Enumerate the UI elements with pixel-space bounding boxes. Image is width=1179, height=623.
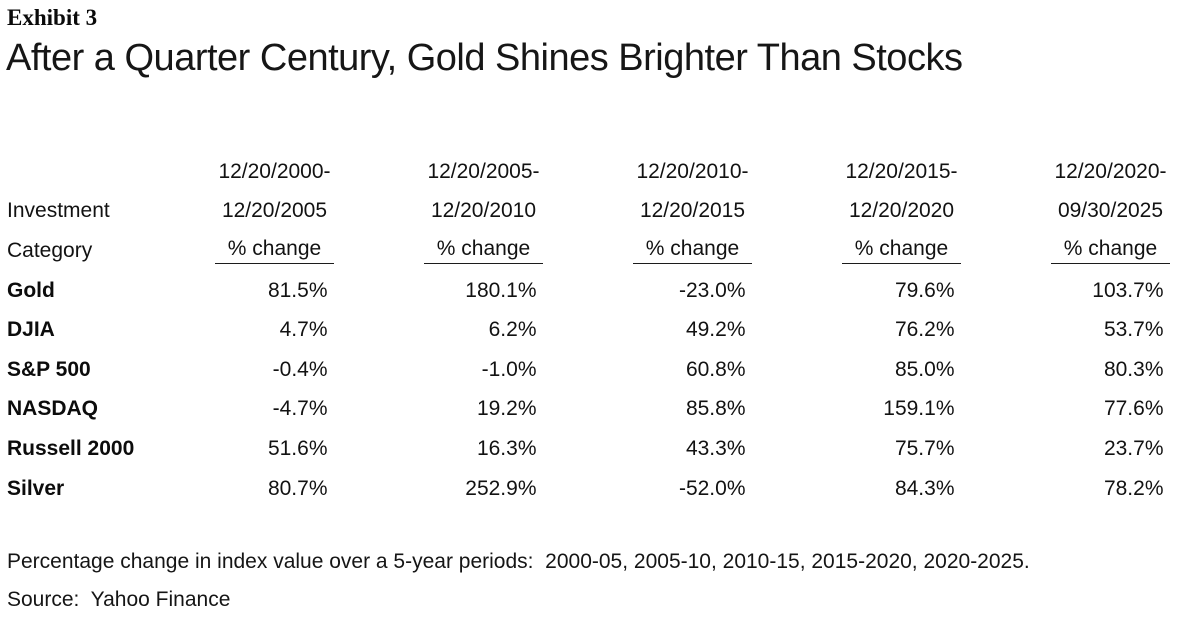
- pct-change-label: % change: [423, 237, 544, 265]
- pct-change-header: % change: [1006, 231, 1179, 271]
- value-cell: 80.7%: [267, 476, 328, 500]
- period-start: 12/20/2010-: [636, 159, 749, 183]
- pct-change-header: % change: [797, 231, 1006, 271]
- exhibit-label: Exhibit 3: [7, 5, 98, 30]
- period-start: 12/20/2005-: [427, 159, 540, 183]
- value-cell: 85.8%: [685, 397, 746, 421]
- period-start: 12/20/2015-: [845, 159, 958, 183]
- value-cell: 53.7%: [1103, 318, 1164, 342]
- value-cell: 4.7%: [279, 318, 328, 342]
- value-cell: 75.7%: [894, 436, 955, 460]
- period-start: 12/20/2020-: [1054, 159, 1167, 183]
- value-cell: 6.2%: [488, 318, 537, 342]
- value-cell: -4.7%: [272, 397, 328, 421]
- row-header-line1: Investment: [7, 199, 110, 223]
- value-cell: 159.1%: [883, 397, 955, 421]
- pct-change-header: % change: [379, 231, 588, 271]
- value-cell: 84.3%: [894, 476, 955, 500]
- pct-change-label: % change: [632, 237, 753, 265]
- value-cell: 78.2%: [1103, 476, 1164, 500]
- value-cell: 76.2%: [894, 318, 955, 342]
- row-label-sp500: S&P 500: [7, 357, 91, 381]
- value-cell: 43.3%: [685, 436, 746, 460]
- value-cell: 85.0%: [894, 357, 955, 381]
- value-cell: -0.4%: [272, 357, 328, 381]
- value-cell: -23.0%: [678, 278, 746, 302]
- value-cell: 252.9%: [465, 476, 537, 500]
- period-end: 12/20/2005: [221, 199, 328, 223]
- pct-change-header: % change: [170, 231, 379, 271]
- row-header-line2: Category: [7, 238, 93, 262]
- period-end: 12/20/2020: [848, 199, 955, 223]
- value-cell: 79.6%: [894, 278, 955, 302]
- performance-table: 12/20/2000- 12/20/2005- 12/20/2010- 12/2…: [7, 152, 1179, 508]
- value-cell: 49.2%: [685, 318, 746, 342]
- row-label-djia: DJIA: [7, 318, 55, 342]
- pct-change-header: % change: [588, 231, 797, 271]
- period-end: 12/20/2015: [639, 199, 746, 223]
- value-cell: 16.3%: [476, 436, 537, 460]
- row-label-silver: Silver: [7, 476, 65, 500]
- pct-change-label: % change: [214, 237, 335, 265]
- value-cell: -1.0%: [481, 357, 537, 381]
- value-cell: 180.1%: [465, 278, 537, 302]
- value-cell: 19.2%: [476, 397, 537, 421]
- pct-change-label: % change: [1050, 237, 1171, 265]
- period-end: 12/20/2010: [430, 199, 537, 223]
- empty-cell: [7, 152, 170, 192]
- source-line: Source: Yahoo Finance: [7, 588, 231, 611]
- value-cell: 77.6%: [1103, 397, 1164, 421]
- pct-change-label: % change: [841, 237, 962, 265]
- value-cell: -52.0%: [678, 476, 746, 500]
- value-cell: 81.5%: [267, 278, 328, 302]
- period-start: 12/20/2000-: [218, 159, 331, 183]
- row-label-russell2000: Russell 2000: [7, 436, 135, 460]
- period-end: 09/30/2025: [1057, 199, 1164, 223]
- row-label-gold: Gold: [7, 278, 55, 302]
- value-cell: 51.6%: [267, 436, 328, 460]
- value-cell: 23.7%: [1103, 436, 1164, 460]
- footnote: Percentage change in index value over a …: [7, 550, 1030, 573]
- value-cell: 103.7%: [1092, 278, 1164, 302]
- row-label-nasdaq: NASDAQ: [7, 397, 99, 421]
- page-title: After a Quarter Century, Gold Shines Bri…: [6, 37, 963, 79]
- value-cell: 60.8%: [685, 357, 746, 381]
- value-cell: 80.3%: [1103, 357, 1164, 381]
